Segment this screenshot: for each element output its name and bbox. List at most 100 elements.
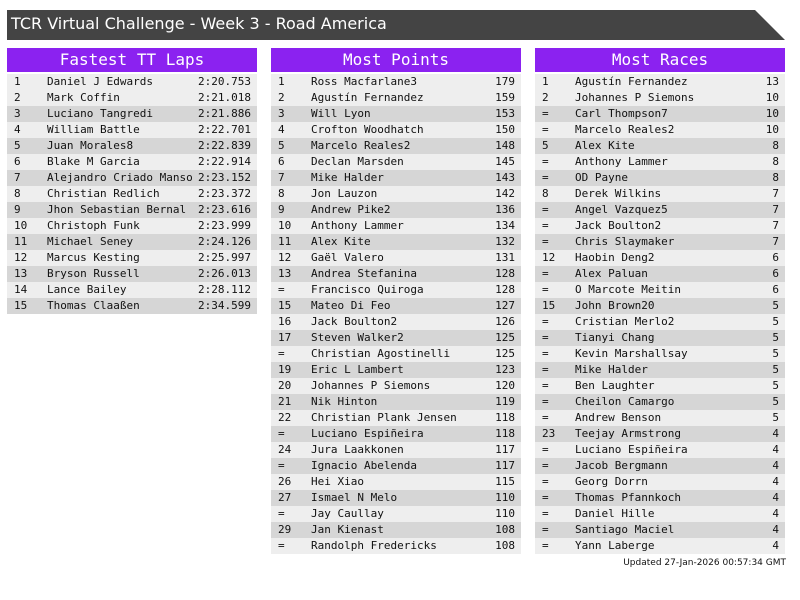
- position: =: [542, 219, 549, 232]
- value: 4: [772, 475, 779, 488]
- table-row: 1 Daniel J Edwards 2:20.753: [7, 74, 257, 90]
- table-row: = O Marcote Meitin 6: [535, 282, 785, 298]
- value: 108: [495, 523, 515, 536]
- position: 15: [542, 299, 556, 312]
- table-row: = Francisco Quiroga 128: [271, 282, 521, 298]
- driver-name: Tianyi Chang: [575, 331, 655, 344]
- driver-name: Agustín Fernandez: [575, 75, 688, 88]
- value: 10: [765, 91, 779, 104]
- driver-name: Michael Seney: [47, 235, 134, 248]
- table-row: = Marcelo Reales2 10: [535, 122, 785, 138]
- position: 2: [542, 91, 549, 104]
- table-row: = Ben Laughter 5: [535, 378, 785, 394]
- value: 2:26.013: [198, 267, 251, 280]
- driver-name: William Battle: [47, 123, 140, 136]
- table-row: = Tianyi Chang 5: [535, 330, 785, 346]
- table-row: 5 Juan Morales8 2:22.839: [7, 138, 257, 154]
- value: 2:20.753: [198, 75, 251, 88]
- table-row: 17 Steven Walker2 125: [271, 330, 521, 346]
- position: =: [542, 443, 549, 456]
- table-row: 12 Haobin Deng2 6: [535, 250, 785, 266]
- position: 12: [542, 251, 556, 264]
- driver-name: Alex Kite: [575, 139, 635, 152]
- position: =: [542, 395, 549, 408]
- value: 110: [495, 507, 515, 520]
- table-row: 9 Jhon Sebastian Bernal 2:23.616: [7, 202, 257, 218]
- position: =: [542, 411, 549, 424]
- table-row: 23 Teejay Armstrong 4: [535, 426, 785, 442]
- position: 1: [278, 75, 285, 88]
- table-row: = Randolph Fredericks 108: [271, 538, 521, 554]
- position: 27: [278, 491, 292, 504]
- driver-name: Marcus Kesting: [47, 251, 140, 264]
- driver-name: Jack Boulton2: [575, 219, 662, 232]
- position: 11: [14, 235, 28, 248]
- table-row: 2 Mark Coffin 2:21.018: [7, 90, 257, 106]
- driver-name: Mike Halder: [575, 363, 648, 376]
- value: 4: [772, 427, 779, 440]
- table-row: 8 Derek Wilkins 7: [535, 186, 785, 202]
- table-row: 5 Marcelo Reales2 148: [271, 138, 521, 154]
- position: =: [542, 539, 549, 552]
- value: 150: [495, 123, 515, 136]
- table-row: 1 Agustín Fernandez 13: [535, 74, 785, 90]
- table-row: = Jack Boulton2 7: [535, 218, 785, 234]
- value: 120: [495, 379, 515, 392]
- driver-name: Luciano Espiñeira: [575, 443, 688, 456]
- position: 13: [14, 267, 28, 280]
- table-row: = Alex Paluan 6: [535, 266, 785, 282]
- title-bar: [7, 10, 785, 40]
- position: 15: [14, 299, 28, 312]
- value: 5: [772, 411, 779, 424]
- value: 4: [772, 459, 779, 472]
- driver-name: Jay Caullay: [311, 507, 384, 520]
- table-row: = Yann Laberge 4: [535, 538, 785, 554]
- position: =: [542, 107, 549, 120]
- value: 2:25.997: [198, 251, 251, 264]
- table-row: 15 John Brown20 5: [535, 298, 785, 314]
- table-row: 13 Bryson Russell 2:26.013: [7, 266, 257, 282]
- driver-name: Jhon Sebastian Bernal: [47, 203, 187, 216]
- position: 26: [278, 475, 292, 488]
- driver-name: Mateo Di Feo: [311, 299, 391, 312]
- driver-name: Jon Lauzon: [311, 187, 378, 200]
- driver-name: Haobin Deng2: [575, 251, 655, 264]
- value: 2:28.112: [198, 283, 251, 296]
- value: 7: [772, 235, 779, 248]
- value: 2:34.599: [198, 299, 251, 312]
- position: =: [542, 363, 549, 376]
- value: 119: [495, 395, 515, 408]
- value: 8: [772, 139, 779, 152]
- value: 7: [772, 187, 779, 200]
- value: 108: [495, 539, 515, 552]
- table-row: 11 Alex Kite 132: [271, 234, 521, 250]
- table-row: = Georg Dorrn 4: [535, 474, 785, 490]
- position: 12: [278, 251, 292, 264]
- value: 2:23.372: [198, 187, 251, 200]
- table-row: 29 Jan Kienast 108: [271, 522, 521, 538]
- position: =: [542, 203, 549, 216]
- position: 4: [14, 123, 21, 136]
- value: 159: [495, 91, 515, 104]
- position: 1: [542, 75, 549, 88]
- value: 10: [765, 123, 779, 136]
- position: 3: [278, 107, 285, 120]
- table-row: = Angel Vazquez5 7: [535, 202, 785, 218]
- value: 148: [495, 139, 515, 152]
- driver-name: Chris Slaymaker: [575, 235, 675, 248]
- value: 117: [495, 443, 515, 456]
- value: 126: [495, 315, 515, 328]
- table-row: 3 Luciano Tangredi 2:21.886: [7, 106, 257, 122]
- table-row: = Luciano Espiñeira 4: [535, 442, 785, 458]
- value: 145: [495, 155, 515, 168]
- position: 20: [278, 379, 292, 392]
- table-row: 3 Will Lyon 153: [271, 106, 521, 122]
- driver-name: Agustín Fernandez: [311, 91, 424, 104]
- position: 19: [278, 363, 292, 376]
- driver-name: Angel Vazquez5: [575, 203, 668, 216]
- table-row: 8 Christian Redlich 2:23.372: [7, 186, 257, 202]
- table-row: 14 Lance Bailey 2:28.112: [7, 282, 257, 298]
- driver-name: OD Payne: [575, 171, 628, 184]
- table-row: = Jacob Bergmann 4: [535, 458, 785, 474]
